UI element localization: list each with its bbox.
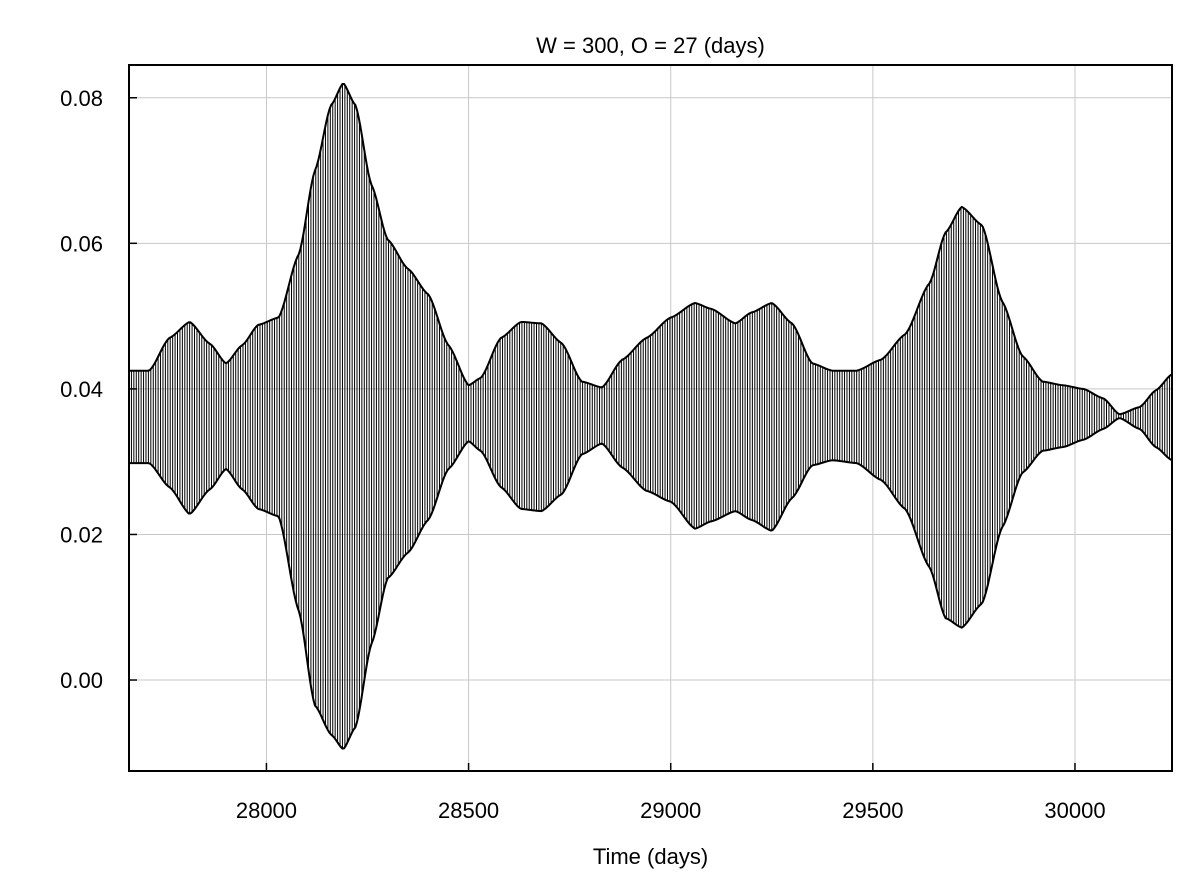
- y-tick-label: 0.08: [60, 86, 103, 111]
- x-tick-label: 28000: [236, 798, 297, 823]
- plot-frame: [128, 64, 1173, 772]
- y-tick-label: 0.00: [60, 668, 103, 693]
- x-tick-label: 29000: [640, 798, 701, 823]
- envelopes: [129, 83, 1173, 750]
- x-tick-label: 30000: [1044, 798, 1105, 823]
- y-tick-label: 0.04: [60, 377, 103, 402]
- y-tick-label: 0.06: [60, 231, 103, 256]
- y-axis: 0.00 0.02 0.04 0.06 0.08: [60, 86, 137, 693]
- x-tick-label: 29500: [842, 798, 903, 823]
- chart-title: W = 300, O = 27 (days): [536, 33, 765, 58]
- y-tick-label: 0.02: [60, 522, 103, 547]
- x-tick-label: 28500: [438, 798, 499, 823]
- upper-envelope-line: [129, 83, 1173, 416]
- x-axis: 28000 28500 29000 29500 30000: [236, 763, 1106, 823]
- lower-envelope-line: [129, 417, 1173, 750]
- x-axis-title: Time (days): [593, 844, 708, 869]
